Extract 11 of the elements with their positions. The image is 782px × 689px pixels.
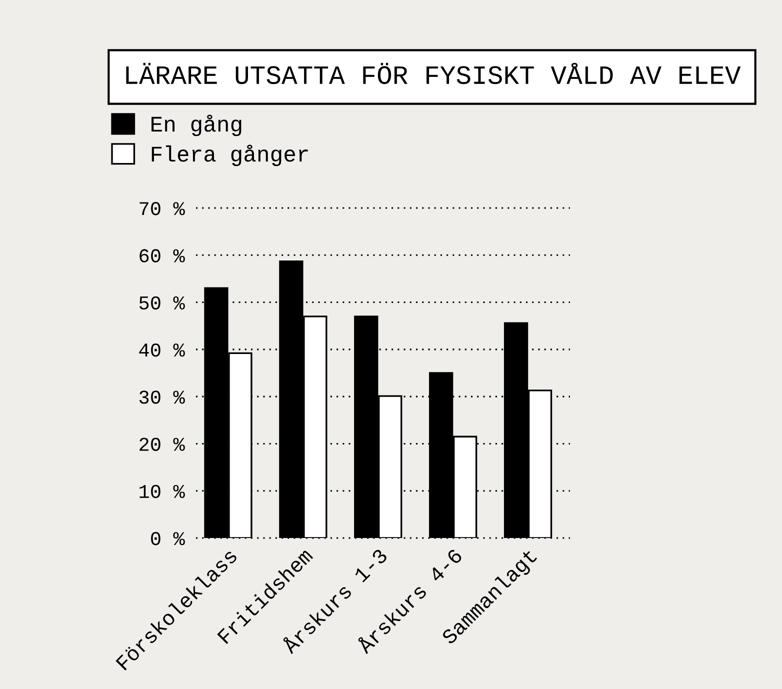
y-tick-label: 50 % <box>139 296 185 310</box>
y-tick-label: 20 % <box>140 438 185 451</box>
y-tick-label: 60 % <box>140 249 185 262</box>
y-tick-label: 10 % <box>140 484 185 498</box>
y-tick-label: 40 % <box>139 343 185 357</box>
legend-label: En gång <box>152 114 242 136</box>
y-tick-label: 0 % <box>151 532 185 546</box>
y-tick-label: 70 % <box>140 202 185 216</box>
y-tick-label: 30 % <box>139 390 185 404</box>
legend-label: Flera gånger <box>152 144 308 166</box>
chart-title: LÄRARE UTSATTA FÖR FYSISKT VÅLD AV ELEV <box>126 62 741 84</box>
